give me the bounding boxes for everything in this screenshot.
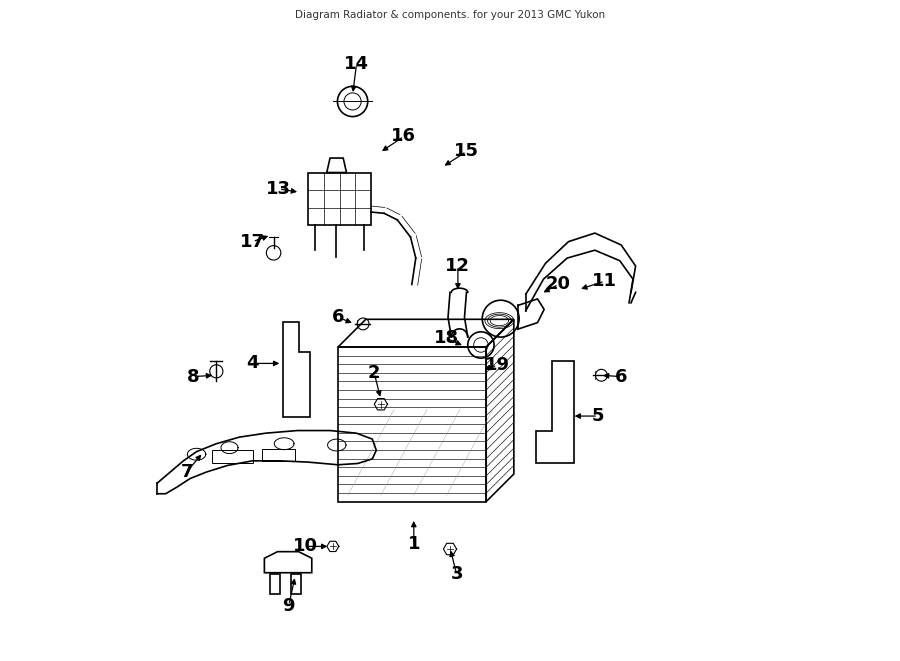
Text: 17: 17 bbox=[240, 233, 265, 251]
Text: 6: 6 bbox=[332, 308, 345, 327]
Text: 5: 5 bbox=[592, 407, 605, 425]
Text: 12: 12 bbox=[446, 257, 471, 275]
Text: 16: 16 bbox=[392, 128, 417, 145]
Text: 18: 18 bbox=[434, 329, 459, 348]
Text: 4: 4 bbox=[247, 354, 259, 372]
Text: 15: 15 bbox=[454, 143, 479, 161]
Text: 10: 10 bbox=[292, 537, 318, 555]
Text: 19: 19 bbox=[485, 356, 510, 374]
Text: 13: 13 bbox=[266, 180, 292, 198]
Text: 7: 7 bbox=[181, 463, 193, 481]
Text: 8: 8 bbox=[187, 368, 200, 385]
Text: 6: 6 bbox=[615, 368, 627, 385]
Bar bbox=[263, 449, 295, 461]
Text: 1: 1 bbox=[408, 535, 420, 553]
Text: 11: 11 bbox=[592, 272, 617, 290]
Text: 3: 3 bbox=[450, 565, 463, 583]
Text: 20: 20 bbox=[546, 276, 572, 293]
Bar bbox=[212, 450, 253, 463]
Text: 9: 9 bbox=[283, 597, 295, 615]
Text: Diagram Radiator & components. for your 2013 GMC Yukon: Diagram Radiator & components. for your … bbox=[295, 10, 605, 20]
Text: 14: 14 bbox=[344, 55, 369, 73]
Text: 2: 2 bbox=[368, 364, 381, 382]
